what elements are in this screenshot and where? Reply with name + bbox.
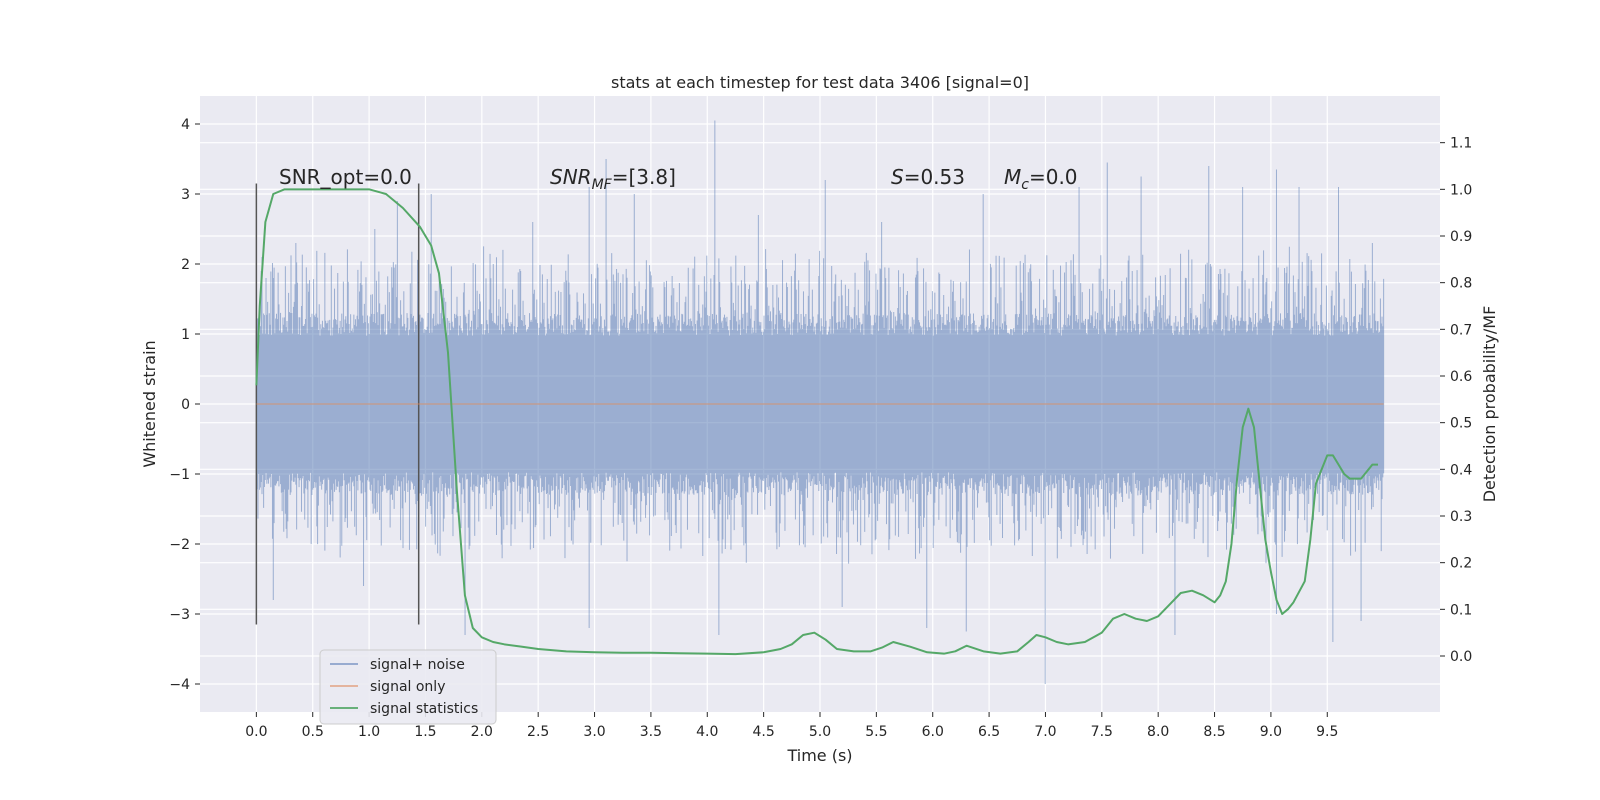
x-ticks: 0.0 0.5 1.0 1.5 2.0 2.5 3.0 3.5 4.0 4.5 5.0 5.5 6.0 6… (245, 712, 1338, 740)
y-tick-label: 4 (181, 117, 190, 133)
x-tick-label: 6.5 (978, 724, 1000, 740)
legend: signal+ noise signal only signal statist… (319, 649, 497, 725)
legend-box (319, 649, 497, 725)
legend-label-signal-noise: signal+ noise (370, 657, 465, 673)
y-axis-label: Whitened strain (140, 340, 159, 467)
y-tick-label: −4 (169, 677, 190, 693)
x-tick-label: 2.5 (527, 724, 549, 740)
y-ticks: −4 −3 −2 −1 0 1 2 3 4 (169, 117, 200, 693)
y2-tick-label: 0.5 (1450, 416, 1472, 432)
x-tick-label: 2.0 (471, 724, 493, 740)
y-tick-label: 1 (181, 327, 190, 343)
x-tick-label: 8.5 (1203, 724, 1225, 740)
y2-tick-label: 0.8 (1450, 276, 1472, 292)
annotation-s-label: S (891, 165, 904, 189)
legend-label-signal-only: signal only (370, 679, 445, 695)
y2-tick-label: 1.0 (1450, 182, 1472, 198)
annotation-mc-sub: c (1021, 177, 1029, 193)
x-tick-label: 0.5 (302, 724, 324, 740)
x-tick-label: 1.0 (358, 724, 380, 740)
y2-tick-label: 0.9 (1450, 229, 1472, 245)
y2-tick-label: 1.1 (1450, 136, 1472, 152)
annotation-snr-opt: SNR_opt=0.0 (279, 165, 412, 189)
x-tick-label: 4.0 (696, 724, 718, 740)
x-tick-label: 9.5 (1316, 724, 1338, 740)
annotation-snr-mf-value: =[3.8] (612, 165, 676, 189)
y-tick-label: 2 (181, 257, 190, 273)
annotation-snr-mf-sub: MF (592, 177, 613, 193)
y-tick-label: −1 (169, 467, 190, 483)
y2-tick-label: 0.1 (1450, 602, 1472, 618)
x-tick-label: 5.5 (865, 724, 887, 740)
x-tick-label: 7.5 (1091, 724, 1113, 740)
x-tick-label: 1.5 (414, 724, 436, 740)
annotation-mc: Mc=0.0 (1004, 165, 1078, 193)
x-tick-label: 8.0 (1147, 724, 1169, 740)
x-tick-label: 3.0 (583, 724, 605, 740)
annotation-s-value: =0.53 (904, 165, 965, 189)
y-tick-label: 3 (181, 187, 190, 203)
y2-tick-label: 0.2 (1450, 556, 1472, 572)
x-axis-label: Time (s) (786, 746, 852, 765)
x-tick-label: 0.0 (245, 724, 267, 740)
y-tick-label: 0 (181, 397, 190, 413)
chart-title: stats at each timestep for test data 340… (611, 73, 1029, 92)
x-tick-label: 4.5 (753, 724, 775, 740)
x-tick-label: 3.5 (640, 724, 662, 740)
y2-axis-label: Detection probability/MF (1480, 306, 1499, 503)
annotation-s: S=0.53 (891, 165, 965, 189)
x-tick-label: 6.0 (922, 724, 944, 740)
series-signal-statistics (255, 188, 1378, 656)
y-tick-label: −2 (169, 537, 190, 553)
signal-statistics-line (255, 188, 1378, 656)
y2-ticks: 0.0 0.1 0.2 0.3 0.4 0.5 0.6 0.7 0.8 0.9 1.0 1.1 (1440, 136, 1472, 665)
y2-tick-label: 0.7 (1450, 322, 1472, 338)
y2-tick-label: 0.4 (1450, 462, 1472, 478)
y-tick-label: −3 (169, 607, 190, 623)
annotation-mc-value: =0.0 (1029, 165, 1078, 189)
y2-tick-label: 0.6 (1450, 369, 1472, 385)
annotation-mc-base: M (1004, 165, 1021, 189)
legend-label-signal-statistics: signal statistics (370, 701, 478, 717)
x-tick-label: 9.0 (1260, 724, 1282, 740)
annotation-snr-mf: SNRMF=[3.8] (550, 165, 676, 193)
y2-tick-label: 0.3 (1450, 509, 1472, 525)
y2-tick-label: 0.0 (1450, 649, 1472, 665)
x-tick-label: 5.0 (809, 724, 831, 740)
x-tick-label: 7.0 (1034, 724, 1056, 740)
annotation-snr-mf-base: SNR (550, 165, 592, 189)
